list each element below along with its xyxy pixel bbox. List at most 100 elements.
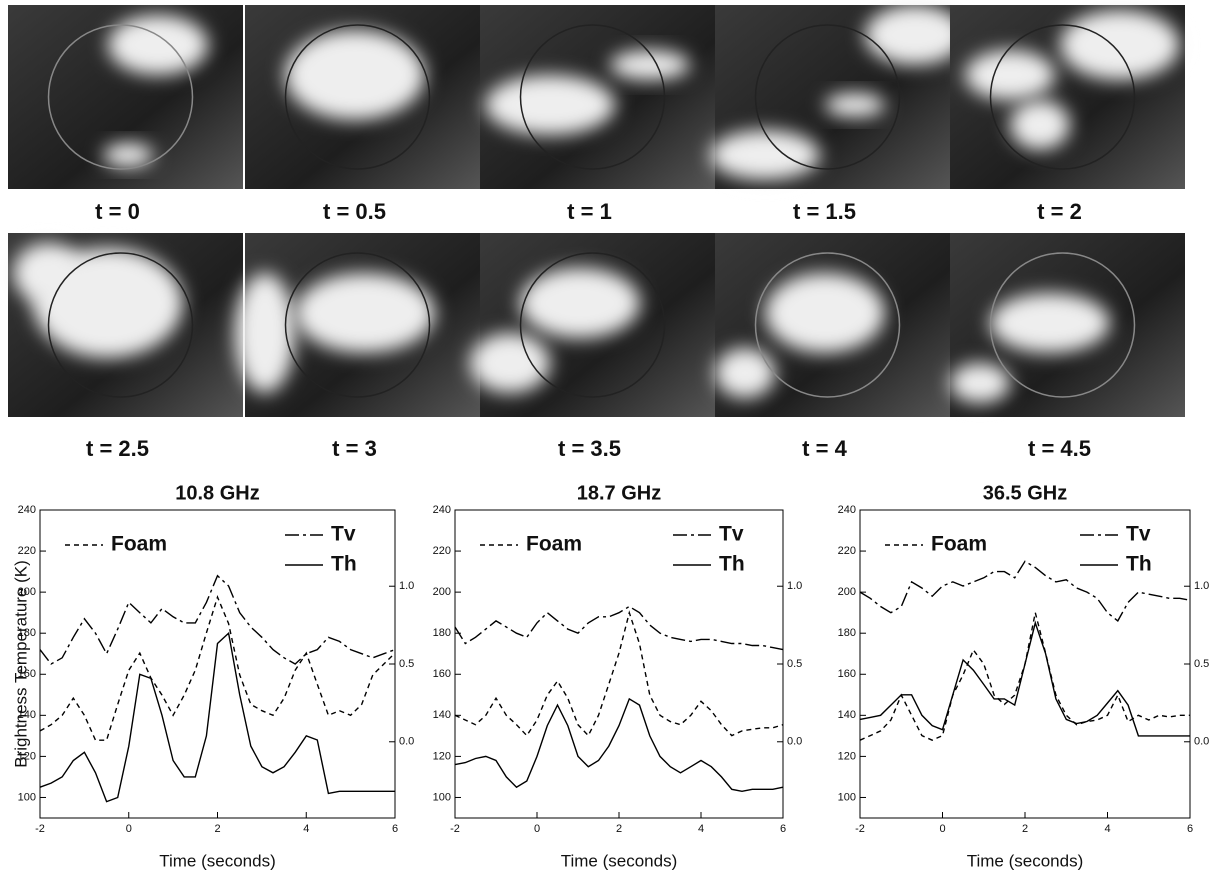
foam-patch	[108, 15, 208, 75]
foam-patch	[825, 93, 885, 117]
x-tick-label: 6	[1187, 823, 1193, 835]
y-tick-label: 200	[433, 586, 451, 598]
chart-title: 10.8 GHz	[175, 482, 259, 504]
x-tick-label: 2	[1022, 823, 1028, 835]
y2-tick-label: 1.0	[1194, 580, 1209, 592]
y-tick-label: 140	[18, 709, 36, 721]
y-tick-label: 180	[433, 627, 451, 639]
x-tick-label: -2	[855, 823, 865, 835]
y-tick-label: 140	[433, 709, 451, 721]
legend-label: Tv	[719, 523, 744, 546]
y-tick-label: 160	[18, 668, 36, 680]
chart-title: 18.7 GHz	[577, 482, 661, 504]
photo-panel	[235, 233, 480, 417]
y-tick-label: 200	[838, 586, 856, 598]
foam-patch	[285, 30, 425, 120]
chart-title: 36.5 GHz	[983, 482, 1067, 504]
y-tick-label: 240	[433, 504, 451, 516]
foam-patch	[710, 130, 820, 180]
x-tick-label: 0	[939, 823, 945, 835]
x-axis-label: Time (seconds)	[561, 851, 678, 870]
foam-patch	[485, 75, 615, 135]
footprint-circle	[519, 252, 666, 398]
footprint-circle	[284, 24, 431, 170]
x-tick-label: 0	[534, 823, 540, 835]
panel-label: t = 2	[1037, 199, 1082, 224]
footprint-circle	[284, 252, 431, 398]
legend-label: Tv	[1126, 523, 1151, 546]
y-tick-label: 180	[838, 627, 856, 639]
series-line	[454, 610, 784, 737]
y-tick-label: 200	[18, 586, 36, 598]
y2-tick-label: 1.0	[787, 580, 802, 592]
y-tick-label: 220	[18, 545, 36, 557]
y-axis-label: Brightness Temperature (K)	[11, 560, 30, 768]
foam-patch	[295, 273, 435, 353]
legend-label: Tv	[331, 523, 356, 546]
photo-panel	[8, 5, 243, 189]
panel-label: t = 1	[567, 199, 612, 224]
series-line	[39, 595, 396, 741]
y-tick-label: 220	[433, 545, 451, 557]
footprint-circle	[754, 252, 901, 398]
x-tick-label: 0	[126, 823, 132, 835]
foam-patch	[965, 50, 1055, 100]
y-tick-label: 160	[838, 668, 856, 680]
x-tick-label: 4	[303, 823, 309, 835]
x-tick-label: 6	[392, 823, 398, 835]
x-tick-label: -2	[35, 823, 45, 835]
y2-tick-label: 0.5	[787, 658, 802, 670]
foam-patch	[950, 363, 1010, 403]
foam-patch	[235, 273, 295, 393]
footprint-circle	[754, 24, 901, 170]
legend-label: Foam	[526, 533, 582, 556]
y-tick-label: 220	[838, 545, 856, 557]
footprint-circle	[989, 24, 1136, 170]
photo-panel	[245, 5, 480, 189]
footprint-circle	[47, 252, 194, 398]
panel-label: t = 0.5	[323, 199, 386, 224]
legend-label: Th	[719, 553, 745, 576]
y2-tick-label: 0.0	[399, 736, 414, 748]
photo-panel	[470, 233, 715, 417]
y2-tick-label: 0.5	[399, 658, 414, 670]
y-tick-label: 240	[18, 504, 36, 516]
panel-label: t = 1.5	[793, 199, 856, 224]
panel-label: t = 3	[332, 436, 377, 461]
x-tick-label: 4	[1104, 823, 1110, 835]
panel-label: t = 2.5	[86, 436, 149, 461]
foam-patch	[470, 333, 550, 393]
series-line	[454, 697, 784, 793]
legend-label: Th	[1126, 553, 1152, 576]
panel-label: t = 3.5	[558, 436, 621, 461]
y-tick-label: 100	[433, 791, 451, 803]
y2-tick-label: 0.0	[787, 736, 802, 748]
x-tick-label: 6	[780, 823, 786, 835]
series-line	[39, 574, 396, 665]
legend-label: Foam	[111, 533, 167, 556]
legend-label: Foam	[931, 533, 987, 556]
y2-tick-label: 0.0	[1194, 736, 1209, 748]
photo-panel	[480, 5, 715, 189]
foam-patch	[13, 243, 83, 303]
footprint-circle	[989, 252, 1136, 398]
foam-patch	[990, 293, 1110, 353]
series-line	[454, 605, 784, 651]
y2-tick-label: 0.5	[1194, 658, 1209, 670]
x-axis-label: Time (seconds)	[159, 851, 276, 870]
series-line	[859, 620, 1190, 737]
y-tick-label: 140	[838, 709, 856, 721]
panel-label: t = 4.5	[1028, 436, 1091, 461]
foam-patch	[765, 273, 885, 353]
footprint-circle	[47, 24, 194, 170]
photo-panel	[950, 5, 1185, 189]
y-tick-label: 120	[838, 750, 856, 762]
y-tick-label: 120	[18, 750, 36, 762]
photo-panel	[8, 233, 243, 417]
legend-label: Th	[331, 553, 357, 576]
foam-patch	[865, 5, 965, 65]
photo-panel	[715, 233, 950, 417]
y-tick-label: 240	[838, 504, 856, 516]
foam-patch	[610, 50, 690, 80]
